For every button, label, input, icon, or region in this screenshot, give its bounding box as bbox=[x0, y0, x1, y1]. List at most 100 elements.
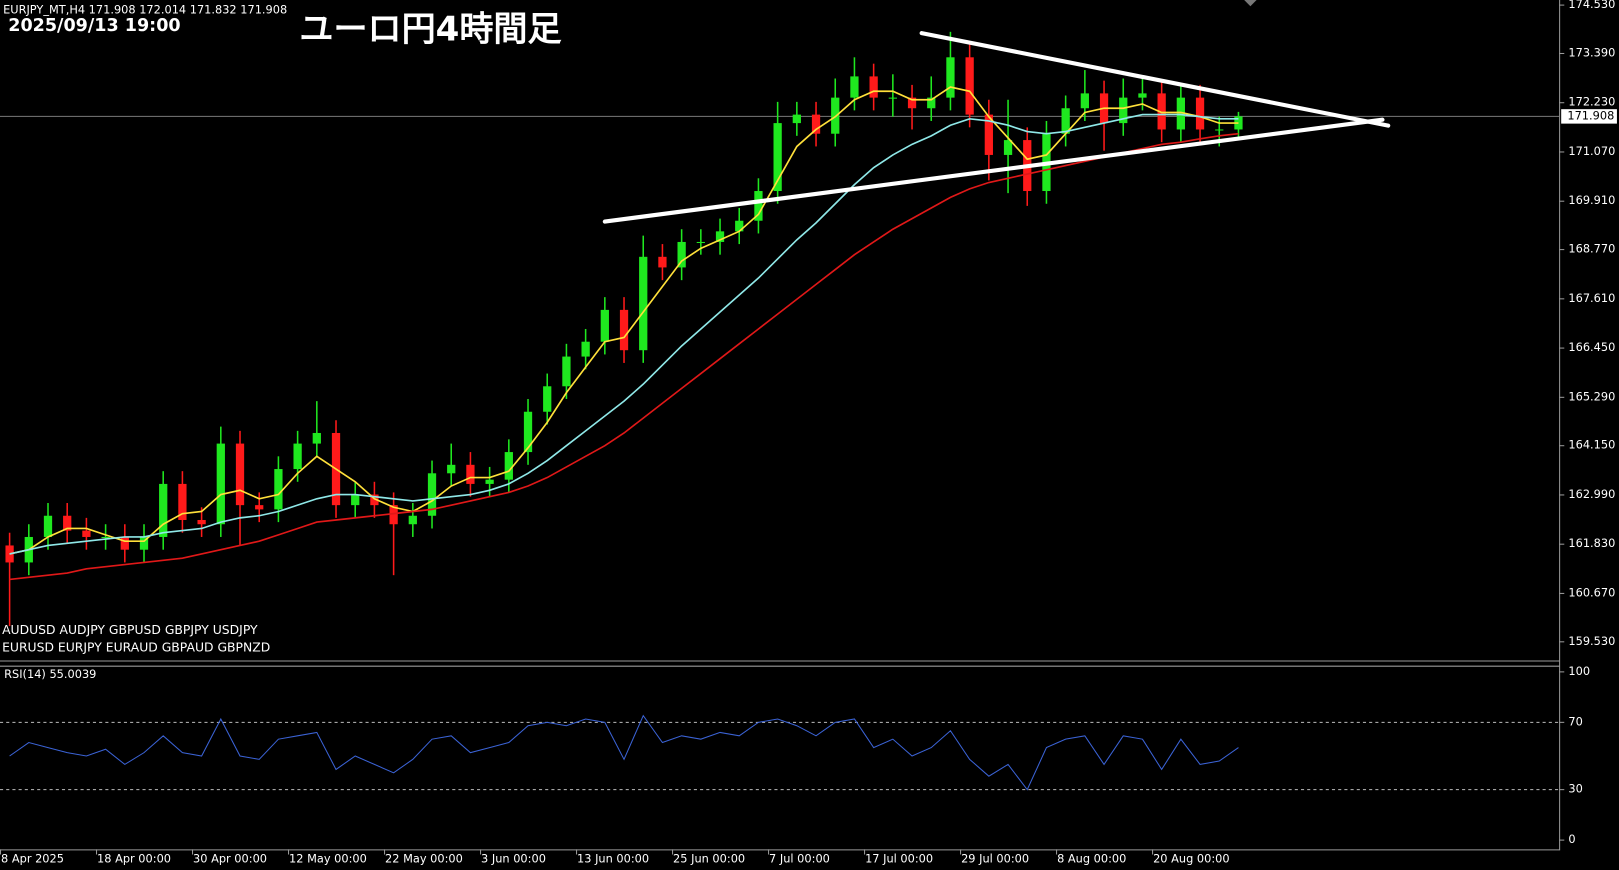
candle-body bbox=[1215, 129, 1224, 131]
candle-body bbox=[408, 515, 417, 525]
candle-body bbox=[984, 114, 993, 155]
candle-body bbox=[888, 97, 897, 99]
candle-body bbox=[82, 530, 91, 537]
panel-frame bbox=[0, 0, 1561, 851]
candle-body bbox=[619, 309, 629, 351]
x-tick-label: 17 Jul 00:00 bbox=[865, 852, 933, 866]
y-tick-label: 167.610 bbox=[1568, 291, 1615, 305]
y-tick-label: 160.670 bbox=[1568, 585, 1615, 599]
candle-body bbox=[792, 114, 801, 124]
candle-body bbox=[1003, 140, 1013, 155]
candle-body bbox=[715, 231, 725, 242]
candle-body bbox=[485, 479, 494, 484]
candle-body bbox=[658, 256, 667, 268]
candle-body bbox=[504, 452, 513, 480]
x-tick-label: 12 May 00:00 bbox=[289, 852, 367, 866]
candle-body bbox=[235, 443, 245, 506]
y-tick-label: 171.070 bbox=[1568, 144, 1615, 158]
y-tick-label: 172.230 bbox=[1568, 95, 1615, 109]
y-tick-label: 162.990 bbox=[1568, 487, 1615, 501]
candle-body bbox=[120, 536, 129, 550]
y-tick-label: 30 bbox=[1568, 782, 1582, 796]
candle-body bbox=[447, 464, 456, 474]
candle-body bbox=[389, 505, 398, 525]
candle-body bbox=[965, 57, 974, 115]
candle-body bbox=[811, 114, 821, 134]
candle-body bbox=[43, 515, 53, 537]
current-price-box bbox=[1561, 109, 1617, 124]
candle-body bbox=[63, 515, 72, 531]
chart-date: 2025/09/13 19:00 bbox=[8, 16, 180, 36]
candle-body bbox=[773, 123, 782, 192]
candle-body bbox=[946, 57, 955, 98]
candle-body bbox=[312, 432, 321, 444]
candle-body bbox=[1176, 97, 1185, 130]
candle-body bbox=[562, 356, 571, 387]
candle-body bbox=[1080, 93, 1089, 109]
moving-average bbox=[9, 113, 1239, 555]
trendline bbox=[602, 117, 1385, 224]
candle-body bbox=[351, 494, 360, 506]
candle-body bbox=[370, 494, 379, 506]
candle-body bbox=[639, 256, 648, 351]
symbol-list: EURUSD EURJPY EURAUD GBPAUD GBPNZD bbox=[2, 641, 270, 655]
x-tick-label: 30 Apr 00:00 bbox=[193, 852, 267, 866]
candle-body bbox=[1138, 93, 1147, 98]
candle-body bbox=[139, 536, 149, 550]
x-tick-label: 22 May 00:00 bbox=[385, 852, 463, 866]
trendline bbox=[919, 31, 1391, 128]
candle-body bbox=[754, 191, 763, 221]
current-price-label: 171.908 bbox=[1567, 108, 1614, 122]
candle-body bbox=[197, 519, 206, 525]
moving-average bbox=[9, 86, 1239, 555]
candle-body bbox=[523, 411, 533, 453]
x-tick-label: 13 Jun 00:00 bbox=[577, 852, 649, 866]
x-tick-label: 29 Jul 00:00 bbox=[961, 852, 1029, 866]
y-tick-label: 161.830 bbox=[1568, 536, 1615, 550]
x-tick-label: 18 Apr 00:00 bbox=[97, 852, 171, 866]
x-tick-label: 3 Jun 00:00 bbox=[481, 852, 546, 866]
candle-body bbox=[5, 545, 14, 563]
y-tick-label: 168.770 bbox=[1568, 242, 1615, 256]
rsi-title: RSI(14) 55.0039 bbox=[4, 667, 96, 681]
y-tick-label: 173.390 bbox=[1568, 45, 1615, 59]
x-tick-label: 8 Aug 00:00 bbox=[1057, 852, 1126, 866]
candle-body bbox=[1061, 108, 1070, 134]
candle-body bbox=[735, 220, 744, 232]
candle-body bbox=[274, 469, 283, 510]
x-tick-label: 20 Aug 00:00 bbox=[1153, 852, 1230, 866]
candle-body bbox=[159, 483, 168, 537]
candle-body bbox=[696, 241, 705, 243]
candle-body bbox=[543, 386, 552, 412]
y-tick-label: 70 bbox=[1568, 714, 1582, 728]
candle-body bbox=[293, 443, 302, 470]
x-tick-label: 25 Jun 00:00 bbox=[673, 852, 745, 866]
chart-header: EURJPY_MT,H4 171.908 172.014 171.832 171… bbox=[3, 2, 287, 16]
candle-body bbox=[869, 76, 878, 98]
y-tick-label: 159.530 bbox=[1568, 634, 1615, 648]
candle-body bbox=[600, 309, 609, 342]
candle-body bbox=[255, 505, 264, 510]
candle-body bbox=[927, 97, 936, 109]
chart-title: ユーロ円4時間足 bbox=[299, 9, 561, 49]
rsi-line bbox=[9, 714, 1239, 791]
candle-body bbox=[907, 97, 917, 109]
candle-body bbox=[178, 483, 187, 520]
moving-average bbox=[9, 132, 1239, 581]
y-tick-label: 100 bbox=[1568, 664, 1590, 678]
candle-body bbox=[1119, 97, 1128, 124]
candle-body bbox=[850, 76, 859, 98]
y-tick-label: 0 bbox=[1568, 832, 1575, 846]
candle-body bbox=[101, 536, 110, 539]
symbol-list: AUDUSD AUDJPY GBPUSD GBPJPY USDJPY bbox=[2, 623, 258, 637]
y-tick-label: 164.150 bbox=[1568, 438, 1615, 452]
y-tick-label: 166.450 bbox=[1568, 340, 1615, 354]
candle-body bbox=[581, 341, 590, 357]
candle-body bbox=[1157, 93, 1166, 130]
scroll-marker bbox=[1244, 0, 1257, 7]
candle-body bbox=[1195, 97, 1205, 130]
candle-body bbox=[466, 464, 475, 484]
y-tick-label: 169.910 bbox=[1568, 193, 1615, 207]
